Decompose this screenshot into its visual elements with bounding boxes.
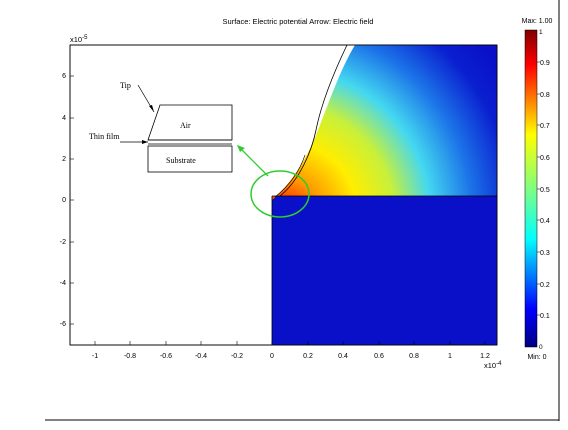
substrate-region	[272, 196, 497, 345]
colorbar-min-label: Min: 0	[527, 354, 546, 361]
colorbar-tick-label: 0.7	[540, 123, 550, 130]
plot-title: Surface: Electric potential Arrow: Elect…	[223, 17, 374, 26]
colorbar-tick-label: 0.6	[540, 155, 550, 162]
x-tick-label: -1	[92, 353, 98, 360]
inset-tip-label: Tip	[120, 81, 131, 90]
x-tick-label: 0.8	[409, 353, 419, 360]
x-tick-label: 0.6	[374, 353, 384, 360]
x-tick-label: -0.6	[160, 353, 172, 360]
colorbar-bottom-value: 0	[539, 344, 543, 351]
y-tick-label: -4	[60, 280, 66, 287]
y-tick-label: 4	[62, 115, 66, 122]
x-tick-label: 1	[448, 353, 452, 360]
highlight-arrow	[237, 145, 269, 177]
tip-inner-edge	[274, 154, 306, 198]
highlight-arrowhead	[237, 145, 245, 152]
x-axis: -1 -0.8 -0.6 -0.4 -0.2 0 0.2 0.4 0.6 0.8…	[92, 341, 490, 360]
colorbar: Max: 1.00 1 0 Min: 0 0.9 0.8 0.7 0.6 0.5…	[522, 18, 553, 361]
colorbar-tick-label: 0.2	[540, 282, 550, 289]
y-tick-label: -2	[60, 239, 66, 246]
y-tick-label: -6	[60, 321, 66, 328]
colorbar-tick-label: 0.8	[540, 92, 550, 99]
inset-thin-film-label: Thin film	[89, 132, 120, 141]
field-gradient-region	[272, 45, 497, 200]
x-tick-label: 0.2	[303, 353, 313, 360]
inset-substrate-label: Substrate	[166, 156, 196, 165]
tip-outline	[279, 44, 348, 197]
colorbar-tick-label: 0.1	[540, 313, 550, 320]
y-tick-label: 2	[62, 156, 66, 163]
y-axis: 6 4 2 0 -2 -4 -6	[60, 73, 74, 328]
tip-pointer-arrowhead	[149, 105, 154, 112]
colorbar-top-value: 1	[539, 29, 543, 36]
x-axis-exponent: x10-4	[484, 361, 502, 370]
y-tick-label: 0	[62, 197, 66, 204]
x-tick-label: 1.2	[480, 353, 490, 360]
colorbar-tick-label: 0.3	[540, 250, 550, 257]
y-axis-exponent: x10-5	[70, 35, 88, 44]
x-tick-label: -0.2	[231, 353, 243, 360]
plot-border	[69, 44, 498, 346]
x-tick-label: -0.4	[195, 353, 207, 360]
colorbar-tick-label: 0.9	[540, 60, 550, 67]
colorbar-tick-label: 0.5	[540, 187, 550, 194]
colorbar-gradient	[524, 29, 538, 348]
highlight-ellipse	[250, 170, 310, 218]
thin-film-pointer-arrowhead	[142, 140, 148, 144]
x-tick-label: -0.8	[124, 353, 136, 360]
x-tick-label: 0	[270, 353, 274, 360]
inset-air-label: Air	[180, 121, 191, 130]
inset-schematic: Air Substrate Tip Thin film	[89, 81, 233, 173]
y-tick-label: 6	[62, 73, 66, 80]
colorbar-max-label: Max: 1.00	[522, 18, 553, 25]
colorbar-tick-label: 0.4	[540, 218, 550, 225]
x-tick-label: 0.4	[338, 353, 348, 360]
inset-substrate-box	[147, 145, 233, 173]
